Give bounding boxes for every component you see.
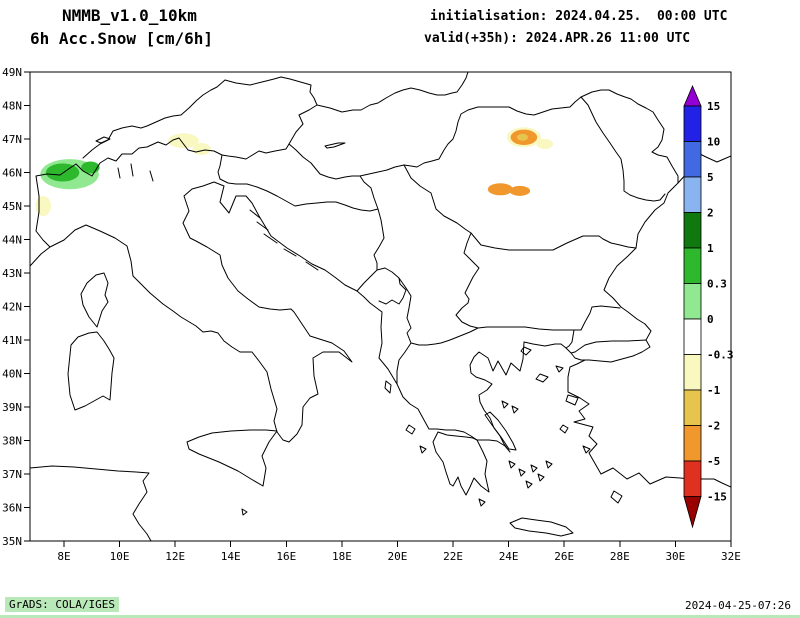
border-macedonia-albania <box>356 267 479 385</box>
lon-tick-label: 20E <box>388 550 408 563</box>
lat-tick-label: 38N <box>2 435 22 448</box>
colorbar-label: -2 <box>707 420 720 433</box>
snow-shading-layer <box>35 127 554 216</box>
lon-tick-label: 10E <box>110 550 130 563</box>
colorbar-segment <box>683 389 702 426</box>
colorbar-segment <box>683 425 702 462</box>
border-greece-turkey <box>565 329 575 349</box>
colorbar-segment <box>683 460 702 497</box>
colorbar-label: -15 <box>707 491 727 504</box>
coastline-north-africa <box>30 465 152 541</box>
lon-tick-label: 22E <box>443 550 463 563</box>
lat-tick-label: 44N <box>2 234 22 247</box>
border-serbia-romania-bulgaria <box>403 164 637 251</box>
border-hungary-romania-ukraine <box>288 96 666 202</box>
colorbar-arrow-bottom <box>683 496 702 529</box>
colorbar-segment <box>683 105 702 142</box>
lon-tick-label: 32E <box>721 550 741 563</box>
colorbar: 15 10 5 2 1 0.3 0 -0.3 -1 -2 -5 -15 <box>683 84 734 529</box>
snow-patch-carpathians-ne-spot <box>536 139 554 149</box>
colorbar-segment <box>683 176 702 213</box>
colorbar-label: 0 <box>707 313 714 326</box>
lat-tick-label: 48N <box>2 100 22 113</box>
lat-tick-label: 39N <box>2 401 22 414</box>
colorbar-segment <box>683 283 702 320</box>
colorbar-label: -1 <box>707 384 721 397</box>
lat-tick-label: 45N <box>2 200 22 213</box>
colorbar-segment <box>683 318 702 355</box>
lon-tick-label: 12E <box>165 550 185 563</box>
axis-labels: 49N 48N 47N 46N 45N 44N 43N 42N 41N 40N 39N 38N 37N 3… <box>2 66 741 563</box>
coastline-peloponnese <box>432 431 490 496</box>
lat-tick-label: 40N <box>2 368 22 381</box>
snow-patch-carpathians-south-west <box>487 183 513 196</box>
init-time-label: initialisation: 2024.04.25. 00:00 UTC <box>430 9 728 24</box>
valid-time-label: valid(+35h): 2024.APR.26 11:00 UTC <box>424 31 691 46</box>
border-bulgaria-south <box>455 232 621 331</box>
snow-patch-carpathians-south-east <box>509 185 531 196</box>
coastline-aegean-islands <box>241 346 623 516</box>
colorbar-segment <box>683 212 702 249</box>
coastline-turkey-aegean <box>567 359 731 488</box>
border-alps-west <box>35 137 223 248</box>
lon-tick-label: 8E <box>57 550 70 563</box>
lon-tick-label: 18E <box>332 550 352 563</box>
lakes <box>95 136 346 182</box>
lat-tick-label: 47N <box>2 133 22 146</box>
colorbar-label: 1 <box>707 242 714 255</box>
map-frame <box>29 71 732 542</box>
coastline-crete <box>509 517 574 537</box>
snow-patch-alps-core <box>45 163 80 182</box>
lon-tick-label: 16E <box>276 550 296 563</box>
lon-tick-label: 26E <box>554 550 574 563</box>
lon-tick-label: 14E <box>221 550 241 563</box>
colorbar-segment <box>683 247 702 284</box>
coastline-corsica <box>80 272 109 328</box>
colorbar-label: 2 <box>707 207 714 220</box>
lon-tick-label: 24E <box>499 550 519 563</box>
lon-tick-label: 30E <box>665 550 685 563</box>
lat-tick-label: 42N <box>2 301 22 314</box>
lat-tick-label: 37N <box>2 468 22 481</box>
grads-credit: GrADS: COLA/IGES <box>5 597 119 612</box>
colorbar-arrow-top <box>683 84 702 107</box>
coastline-italy-adriatic-balkans <box>30 181 478 443</box>
lat-tick-label: 35N <box>2 535 22 548</box>
lon-tick-label: 28E <box>610 550 630 563</box>
lat-tick-label: 41N <box>2 334 22 347</box>
border-moldova-ukraine <box>580 89 679 184</box>
lat-tick-label: 49N <box>2 66 22 79</box>
border-slovenia-croatia <box>219 178 268 192</box>
field-title: 6h Acc.Snow [cm/6h] <box>30 29 214 48</box>
border-austria-germany-czech <box>82 76 318 160</box>
axis-ticks <box>24 71 732 547</box>
snow-patch-piedmont-spot <box>35 196 51 216</box>
creation-timestamp: 2024-04-25-07:26 <box>685 599 791 612</box>
snow-patch-carpathians-north-core <box>516 133 529 141</box>
colorbar-label: -0.3 <box>707 349 734 362</box>
colorbar-label: 15 <box>707 100 720 113</box>
lat-tick-label: 36N <box>2 502 22 515</box>
coastline-sardinia <box>67 331 115 411</box>
border-slovakia-north <box>316 72 469 113</box>
coastline-greece-aegean-marmara <box>469 339 651 453</box>
snow-patch-dolomites-b <box>192 143 211 155</box>
colorbar-segment <box>683 141 702 178</box>
colorbar-segment <box>683 354 702 391</box>
bottom-strip <box>0 615 800 618</box>
colorbar-label: 5 <box>707 171 714 184</box>
model-title: NMMB_v1.0_10km <box>62 6 197 25</box>
snow-patch-dolomites-a <box>168 133 199 149</box>
colorbar-label: 0.3 <box>707 278 727 291</box>
colorbar-label: -5 <box>707 455 720 468</box>
colorbar-label: 10 <box>707 136 720 149</box>
coastline-adriatic-islets <box>249 209 319 271</box>
coastline-sicily <box>186 429 278 487</box>
border-bosnia-serbia-croatia <box>266 175 385 271</box>
lat-tick-label: 46N <box>2 167 22 180</box>
lat-tick-label: 43N <box>2 267 22 280</box>
